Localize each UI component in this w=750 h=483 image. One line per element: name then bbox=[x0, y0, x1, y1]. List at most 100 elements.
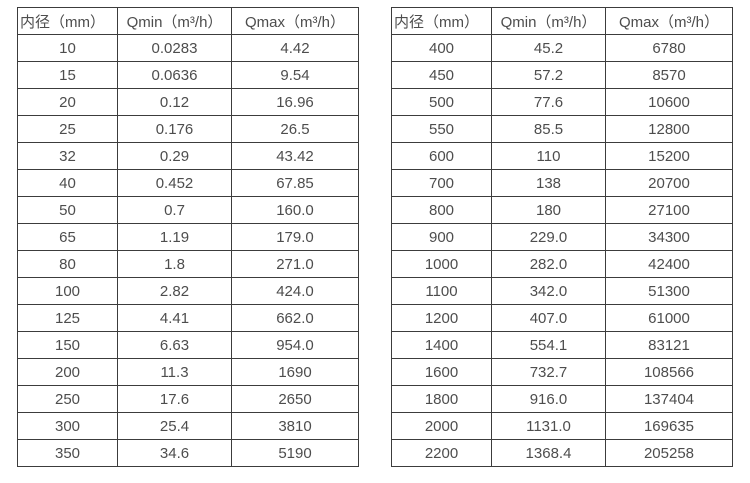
diameter-cell: 1800 bbox=[391, 385, 492, 413]
qmin-cell: 282.0 bbox=[491, 250, 606, 278]
diameter-cell: 65 bbox=[17, 223, 118, 251]
diameter-cell: 50 bbox=[17, 196, 118, 224]
qmax-cell: 137404 bbox=[605, 385, 733, 413]
diameter-cell: 1100 bbox=[391, 277, 492, 305]
qmax-cell: 67.85 bbox=[231, 169, 359, 197]
qmax-cell: 26.5 bbox=[231, 115, 359, 143]
table-row: 700 138 20700 bbox=[391, 169, 733, 197]
qmin-cell: 85.5 bbox=[491, 115, 606, 143]
qmin-cell: 0.7 bbox=[117, 196, 232, 224]
qmin-cell: 6.63 bbox=[117, 331, 232, 359]
qmax-cell: 51300 bbox=[605, 277, 733, 305]
diameter-cell: 150 bbox=[17, 331, 118, 359]
table-row: 900 229.0 34300 bbox=[391, 223, 733, 251]
diameter-cell: 10 bbox=[17, 34, 118, 62]
diameter-cell: 350 bbox=[17, 439, 118, 467]
qmin-cell: 732.7 bbox=[491, 358, 606, 386]
qmax-cell: 15200 bbox=[605, 142, 733, 170]
diameter-cell: 600 bbox=[391, 142, 492, 170]
qmax-cell: 160.0 bbox=[231, 196, 359, 224]
table-row: 100 2.82 424.0 bbox=[17, 277, 359, 305]
diameter-cell: 25 bbox=[17, 115, 118, 143]
diameter-cell: 1000 bbox=[391, 250, 492, 278]
diameter-cell: 40 bbox=[17, 169, 118, 197]
qmax-cell: 12800 bbox=[605, 115, 733, 143]
diameter-cell: 400 bbox=[391, 34, 492, 62]
diameter-cell: 250 bbox=[17, 385, 118, 413]
qmax-cell: 3810 bbox=[231, 412, 359, 440]
diameter-cell: 300 bbox=[17, 412, 118, 440]
diameter-cell: 1200 bbox=[391, 304, 492, 332]
diameter-cell: 450 bbox=[391, 61, 492, 89]
table-row: 1800 916.0 137404 bbox=[391, 385, 733, 413]
qmin-cell: 1.19 bbox=[117, 223, 232, 251]
qmin-cell: 554.1 bbox=[491, 331, 606, 359]
table-row: 1400 554.1 83121 bbox=[391, 331, 733, 359]
flow-table-left: 内径（mm） Qmin（m³/h） Qmax（m³/h） 10 0.0283 4.42 15… bbox=[17, 7, 359, 467]
table-row: 350 34.6 5190 bbox=[17, 439, 359, 467]
table-row: 20 0.12 16.96 bbox=[17, 88, 359, 116]
table-row: 50 0.7 160.0 bbox=[17, 196, 359, 224]
qmax-cell: 43.42 bbox=[231, 142, 359, 170]
qmin-cell: 138 bbox=[491, 169, 606, 197]
qmin-header: Qmin（m³/h） bbox=[117, 7, 232, 35]
qmin-cell: 57.2 bbox=[491, 61, 606, 89]
table-row: 1100 342.0 51300 bbox=[391, 277, 733, 305]
header-row: 内径（mm） Qmin（m³/h） Qmax（m³/h） bbox=[391, 7, 733, 35]
qmax-cell: 10600 bbox=[605, 88, 733, 116]
flow-table-right: 内径（mm） Qmin（m³/h） Qmax（m³/h） 400 45.2 6780 450… bbox=[391, 7, 733, 467]
table-row: 2200 1368.4 205258 bbox=[391, 439, 733, 467]
qmax-cell: 34300 bbox=[605, 223, 733, 251]
qmax-cell: 6780 bbox=[605, 34, 733, 62]
qmin-cell: 180 bbox=[491, 196, 606, 224]
qmax-header: Qmax（m³/h） bbox=[231, 7, 359, 35]
diameter-cell: 100 bbox=[17, 277, 118, 305]
qmin-cell: 0.0636 bbox=[117, 61, 232, 89]
diameter-cell: 700 bbox=[391, 169, 492, 197]
diameter-cell: 1600 bbox=[391, 358, 492, 386]
qmax-cell: 2650 bbox=[231, 385, 359, 413]
table-row: 1200 407.0 61000 bbox=[391, 304, 733, 332]
qmax-cell: 424.0 bbox=[231, 277, 359, 305]
flow-tables-container: 内径（mm） Qmin（m³/h） Qmax（m³/h） 10 0.0283 4.42 15… bbox=[17, 7, 733, 467]
table-row: 450 57.2 8570 bbox=[391, 61, 733, 89]
qmax-cell: 108566 bbox=[605, 358, 733, 386]
diameter-cell: 550 bbox=[391, 115, 492, 143]
qmax-cell: 179.0 bbox=[231, 223, 359, 251]
table-row: 32 0.29 43.42 bbox=[17, 142, 359, 170]
qmin-cell: 342.0 bbox=[491, 277, 606, 305]
table-row: 150 6.63 954.0 bbox=[17, 331, 359, 359]
qmin-cell: 17.6 bbox=[117, 385, 232, 413]
qmax-cell: 5190 bbox=[231, 439, 359, 467]
table-row: 15 0.0636 9.54 bbox=[17, 61, 359, 89]
table-row: 65 1.19 179.0 bbox=[17, 223, 359, 251]
qmin-cell: 11.3 bbox=[117, 358, 232, 386]
qmax-cell: 271.0 bbox=[231, 250, 359, 278]
diameter-cell: 80 bbox=[17, 250, 118, 278]
qmin-cell: 0.12 bbox=[117, 88, 232, 116]
qmin-cell: 407.0 bbox=[491, 304, 606, 332]
diameter-cell: 20 bbox=[17, 88, 118, 116]
diameter-cell: 200 bbox=[17, 358, 118, 386]
table-row: 400 45.2 6780 bbox=[391, 34, 733, 62]
diameter-cell: 2000 bbox=[391, 412, 492, 440]
qmax-cell: 1690 bbox=[231, 358, 359, 386]
table-row: 300 25.4 3810 bbox=[17, 412, 359, 440]
diameter-cell: 32 bbox=[17, 142, 118, 170]
diameter-header: 内径（mm） bbox=[17, 7, 118, 35]
qmax-cell: 662.0 bbox=[231, 304, 359, 332]
table-row: 500 77.6 10600 bbox=[391, 88, 733, 116]
diameter-cell: 125 bbox=[17, 304, 118, 332]
table-row: 40 0.452 67.85 bbox=[17, 169, 359, 197]
qmin-header: Qmin（m³/h） bbox=[491, 7, 606, 35]
qmin-cell: 0.0283 bbox=[117, 34, 232, 62]
table-row: 250 17.6 2650 bbox=[17, 385, 359, 413]
qmax-cell: 61000 bbox=[605, 304, 733, 332]
qmin-cell: 229.0 bbox=[491, 223, 606, 251]
table-row: 125 4.41 662.0 bbox=[17, 304, 359, 332]
diameter-header: 内径（mm） bbox=[391, 7, 492, 35]
qmax-cell: 27100 bbox=[605, 196, 733, 224]
qmin-cell: 45.2 bbox=[491, 34, 606, 62]
qmin-cell: 25.4 bbox=[117, 412, 232, 440]
qmax-cell: 169635 bbox=[605, 412, 733, 440]
